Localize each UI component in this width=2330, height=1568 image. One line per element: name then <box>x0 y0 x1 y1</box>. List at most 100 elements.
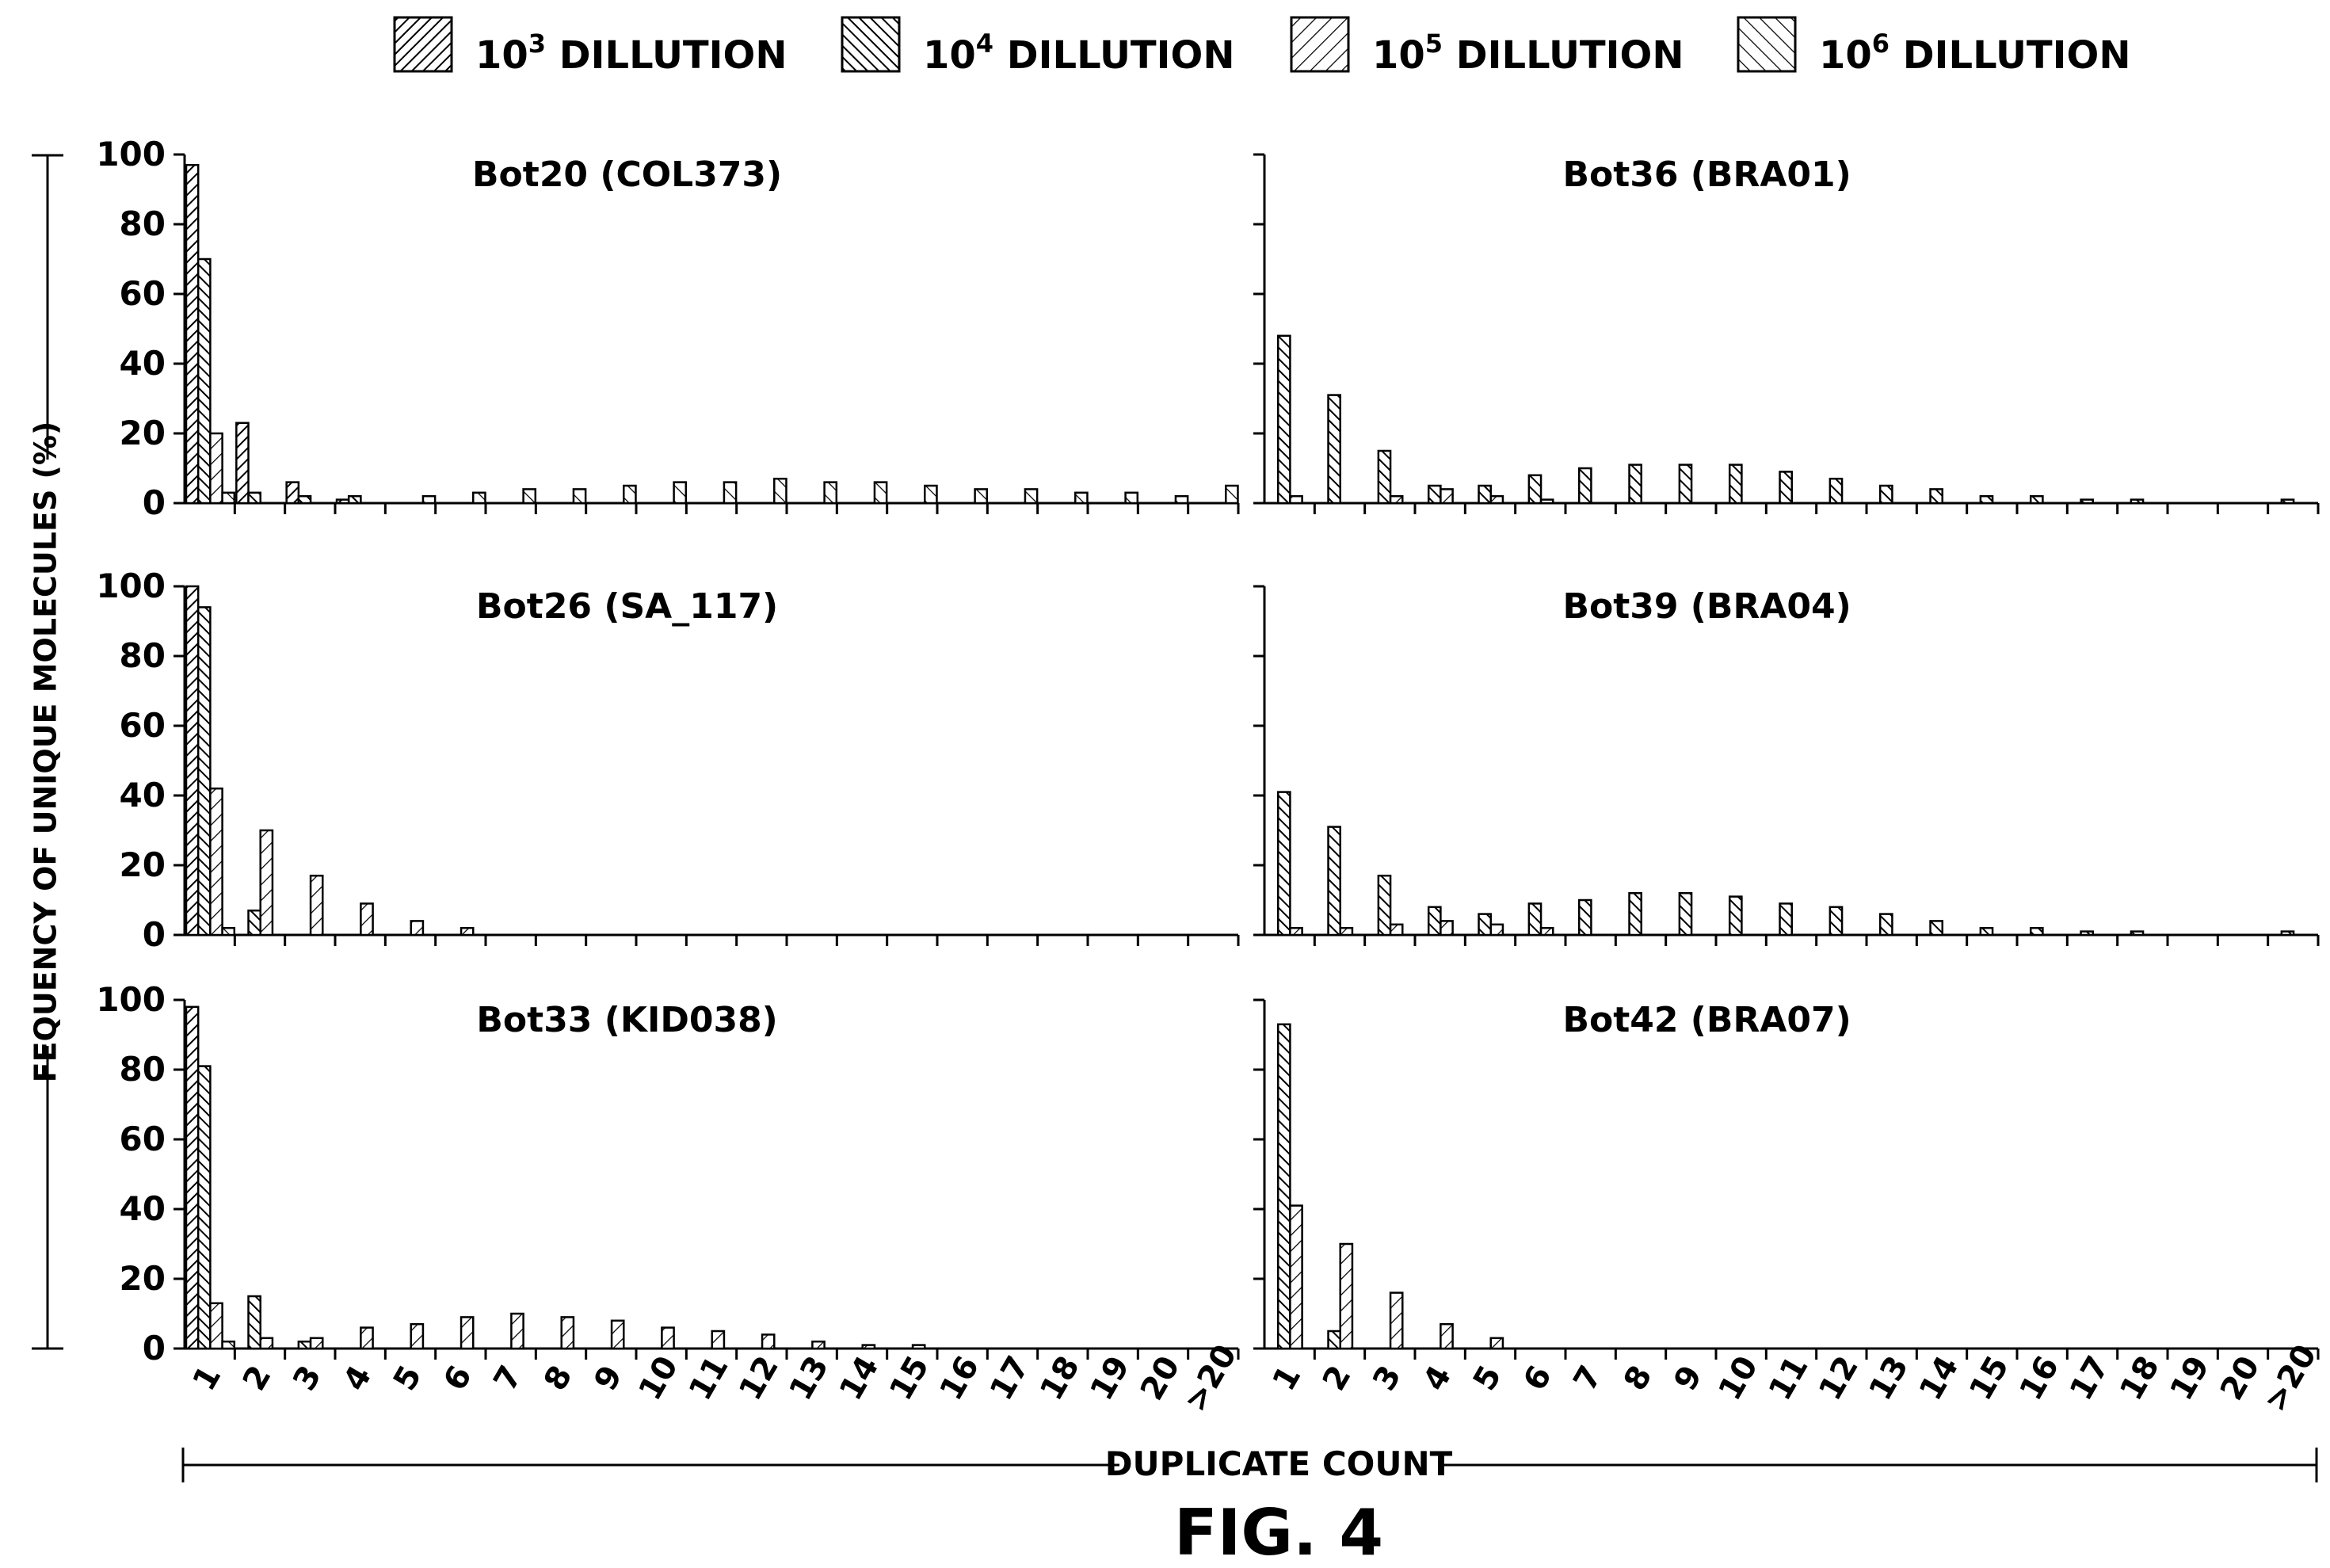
bar <box>1489 923 1504 937</box>
bar <box>1527 474 1543 505</box>
x-tick-label: 11 <box>682 1350 736 1406</box>
x-tick-label: 7 <box>487 1360 530 1397</box>
bar <box>309 1337 324 1350</box>
y-tick-label: 20 <box>120 414 166 452</box>
y-tick-label: 80 <box>120 204 166 243</box>
x-tick-label: 4 <box>337 1360 379 1397</box>
x-tick-label: 14 <box>1912 1350 1966 1406</box>
chart-panel: 1 2 3 4 5 6 7 8 9 1011121314151617181920>20Bot42 … <box>1253 998 2324 1418</box>
bar <box>2080 498 2094 505</box>
y-tick-label: 60 <box>120 1120 166 1158</box>
bar <box>1389 494 1404 505</box>
x-tick-label: 14 <box>833 1350 887 1406</box>
bar <box>2029 494 2044 505</box>
bar <box>1527 902 1543 937</box>
x-tick-label: 19 <box>1084 1350 1138 1406</box>
y-tick-label: 60 <box>120 706 166 745</box>
x-tick-label: 1 <box>1266 1360 1309 1397</box>
bar <box>1427 906 1442 937</box>
bar <box>1225 484 1239 505</box>
x-tick-label: 19 <box>2164 1350 2218 1406</box>
bar <box>460 926 475 937</box>
x-tick-label: 1 <box>186 1360 229 1397</box>
bar <box>2130 930 2145 937</box>
bar <box>711 1330 726 1350</box>
bar <box>2080 930 2094 937</box>
y-tick-label: 40 <box>120 776 166 815</box>
bar <box>1389 923 1404 937</box>
y-tick-label: 100 <box>96 567 166 605</box>
bar <box>360 1326 374 1350</box>
bar <box>1440 920 1454 937</box>
bar <box>861 1344 876 1350</box>
legend-label: 103 DILLUTION <box>475 29 787 78</box>
panel-title: Bot42 (BRA07) <box>1562 1000 1851 1040</box>
bar <box>1440 1322 1454 1350</box>
legend-label: 105 DILLUTION <box>1372 29 1684 78</box>
bar <box>1024 488 1039 505</box>
y-tick-label: 20 <box>120 845 166 884</box>
x-tick-label: 8 <box>1617 1360 1660 1397</box>
bar <box>410 920 425 937</box>
x-tick-label: 6 <box>437 1360 479 1397</box>
y-tick-label: 80 <box>120 636 166 675</box>
bar <box>1289 1204 1303 1350</box>
x-tick-label: 13 <box>1863 1350 1916 1406</box>
bar <box>247 491 261 505</box>
y-tick-label: 0 <box>143 483 166 522</box>
legend-label: 106 DILLUTION <box>1819 29 2131 78</box>
bar <box>2130 498 2145 505</box>
bar <box>185 585 200 937</box>
x-tick-label: 6 <box>1516 1360 1559 1397</box>
bar <box>1539 926 1554 937</box>
legend-label: 104 DILLUTION <box>923 29 1235 78</box>
bar <box>1339 1242 1354 1350</box>
bar <box>2280 498 2295 505</box>
bar <box>460 1316 475 1350</box>
panels: 0 20 40 60 80 100 Bot20 (COL373) Bot36 (BRA01) 0… <box>96 135 2324 1418</box>
legend-item: 104 DILLUTION <box>841 16 1235 78</box>
y-tick-label: 0 <box>143 915 166 954</box>
bar <box>1929 488 1943 505</box>
y-axis-bracket <box>32 154 63 1350</box>
bar <box>196 1065 212 1350</box>
bar <box>1276 1023 1291 1350</box>
x-axis-bracket <box>181 1448 2318 1482</box>
x-tick-label: 18 <box>1033 1350 1087 1406</box>
x-tick-label: 17 <box>983 1350 1037 1406</box>
x-tick-label: 18 <box>2113 1350 2167 1406</box>
x-tick-label: 3 <box>1366 1360 1409 1397</box>
bar <box>1478 484 1492 505</box>
panel-title: Bot36 (BRA01) <box>1562 155 1851 195</box>
bar <box>1478 913 1492 937</box>
bar <box>911 1344 926 1350</box>
bar <box>1389 1291 1404 1350</box>
bar <box>1377 874 1392 937</box>
bar <box>185 163 200 505</box>
legend-swatch <box>393 16 453 73</box>
bar <box>1628 464 1642 505</box>
y-axis-label: FEQUENCY OF UNIQUE MOLECULES (%) <box>29 422 63 1083</box>
legend-item: 103 DILLUTION <box>393 16 787 78</box>
bar <box>1577 467 1592 505</box>
bar <box>1074 491 1089 505</box>
legend-item: 106 DILLUTION <box>1737 16 2131 78</box>
bar <box>309 874 324 937</box>
bar <box>1276 334 1291 505</box>
y-tick-label: 20 <box>120 1259 166 1298</box>
bar <box>1577 898 1592 937</box>
bar <box>196 258 212 505</box>
panel-title: Bot33 (KID038) <box>476 1000 777 1040</box>
bar <box>761 1333 776 1350</box>
bar <box>297 1340 312 1350</box>
x-tick-label: 2 <box>236 1360 279 1397</box>
panel-title: Bot20 (COL373) <box>472 155 782 195</box>
bar <box>335 498 350 505</box>
bar <box>285 481 300 505</box>
bar <box>811 1340 826 1350</box>
bar <box>1427 484 1442 505</box>
bar <box>196 606 212 937</box>
bar <box>221 926 236 937</box>
bar <box>1339 926 1354 937</box>
